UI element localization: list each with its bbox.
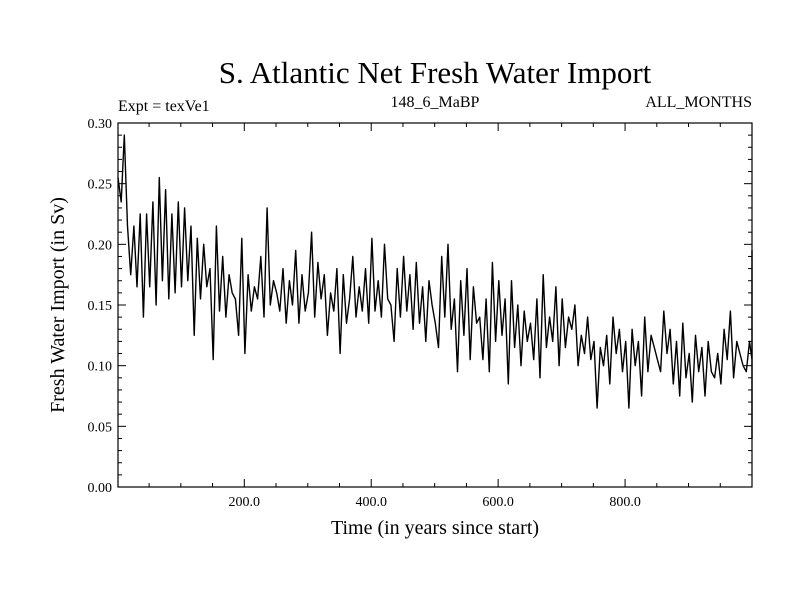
x-tick-label: 800.0 <box>609 495 641 510</box>
chart-title: S. Atlantic Net Fresh Water Import <box>219 55 652 90</box>
subtitle-left: Expt = texVe1 <box>118 98 210 115</box>
y-tick-label: 0.05 <box>88 420 113 435</box>
y-tick-label: 0.30 <box>88 117 113 132</box>
subtitle-right: ALL_MONTHS <box>645 94 752 111</box>
series-line <box>117 134 753 440</box>
x-axis-label: Time (in years since start) <box>331 517 539 539</box>
plot-frame <box>117 122 753 488</box>
x-tick-label: 600.0 <box>482 495 514 510</box>
x-tick-label: 200.0 <box>229 495 261 510</box>
y-axis-label: Fresh Water Import (in Sv) <box>47 197 69 413</box>
y-tick-label: 0.15 <box>88 299 113 314</box>
subtitle-center: 148_6_MaBP <box>391 94 480 111</box>
y-tick-label: 0.20 <box>88 238 113 253</box>
y-tick-label: 0.25 <box>88 178 113 193</box>
y-tick-label: 0.10 <box>88 360 113 375</box>
x-axis: 200.0 400.0 600.0 800.0 <box>148 123 721 510</box>
x-tick-label: 400.0 <box>355 495 387 510</box>
plot-area <box>117 122 753 488</box>
y-tick-label: 0.00 <box>88 481 113 496</box>
y-axis: 0.00 0.05 0.10 0.15 0.20 0.25 0.30 <box>88 117 752 496</box>
